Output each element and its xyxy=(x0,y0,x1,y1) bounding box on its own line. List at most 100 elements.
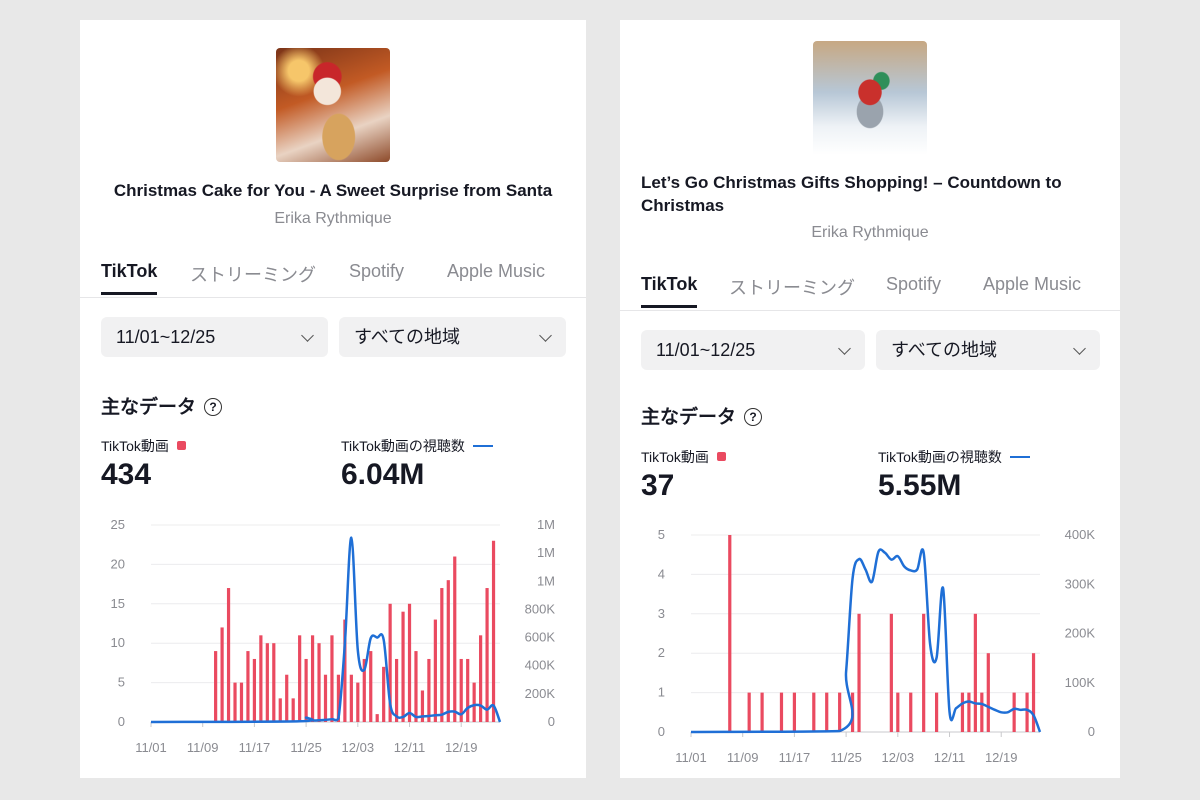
y-right-tick-label: 1M xyxy=(537,545,555,560)
stat-label: TikTok動画 xyxy=(641,449,709,465)
stat-videos: TikTok動画 434 xyxy=(101,436,186,492)
song-title: Let’s Go Christmas Gifts Shopping! – Cou… xyxy=(641,173,1062,215)
x-tick-label: 11/09 xyxy=(727,750,759,765)
bar xyxy=(259,635,263,722)
bar xyxy=(479,635,483,722)
bar xyxy=(934,692,939,732)
date-range-value: 11/01~12/25 xyxy=(116,327,216,347)
bar xyxy=(278,698,282,722)
bar xyxy=(317,643,321,722)
region-dropdown[interactable]: すべての地域 xyxy=(876,330,1100,370)
y-right-tick-label: 300K xyxy=(1065,576,1096,591)
y-right-tick-label: 1M xyxy=(537,517,555,532)
help-icon[interactable]: ? xyxy=(204,398,223,416)
bar xyxy=(896,692,900,732)
x-tick-label: 12/19 xyxy=(985,750,1018,765)
date-range-dropdown[interactable]: 11/01~12/25 xyxy=(101,317,328,357)
bar xyxy=(857,613,861,732)
bar xyxy=(440,588,444,722)
platform-tabs: TikTok ストリーミング Spotify Apple Music xyxy=(80,257,586,298)
stat-value: 6.04M xyxy=(341,458,425,491)
song-title: Christmas Cake for You - A Sweet Surpris… xyxy=(113,181,553,200)
tab-tiktok[interactable]: TikTok xyxy=(101,261,158,295)
stat-value: 434 xyxy=(101,458,152,491)
y-left-tick-label: 25 xyxy=(111,517,125,532)
y-left-tick-label: 3 xyxy=(658,606,665,621)
stat-label: TikTok動画の視聴数 xyxy=(878,449,1002,465)
stat-views: TikTok動画の視聴数 5.55M xyxy=(878,447,1030,503)
tab-tiktok[interactable]: TikTok xyxy=(641,274,698,308)
tab-streaming[interactable]: ストリーミング xyxy=(190,265,316,285)
stat-value: 37 xyxy=(641,469,675,502)
bar xyxy=(310,635,315,722)
bar xyxy=(960,692,965,732)
x-tick-label: 12/03 xyxy=(342,740,375,755)
bar xyxy=(394,658,399,722)
platform-tabs: TikTok ストリーミング Spotify Apple Music xyxy=(620,270,1120,311)
song-card-christmas-cake: Christmas Cake for You - A Sweet Surpris… xyxy=(80,20,586,778)
stat-label: TikTok動画の視聴数 xyxy=(341,438,465,454)
bar xyxy=(973,613,977,732)
bar xyxy=(336,674,341,722)
x-tick-label: 12/11 xyxy=(934,750,966,765)
bar xyxy=(459,658,463,722)
chevron-down-icon xyxy=(539,329,552,342)
region-dropdown[interactable]: すべての地域 xyxy=(339,317,566,357)
bar xyxy=(838,692,842,732)
bar xyxy=(246,651,250,722)
bar xyxy=(214,651,218,722)
tab-apple-music[interactable]: Apple Music xyxy=(447,261,546,281)
date-range-dropdown[interactable]: 11/01~12/25 xyxy=(641,330,865,370)
bar xyxy=(825,692,829,732)
bar xyxy=(466,658,470,722)
bar xyxy=(239,682,244,722)
line-legend-icon xyxy=(472,444,493,447)
section-title: 主なデータ? xyxy=(641,402,763,429)
section-title-text: 主なデータ xyxy=(641,407,737,428)
bar xyxy=(323,674,328,722)
bar xyxy=(356,682,360,722)
chevron-down-icon xyxy=(1073,342,1086,355)
bar xyxy=(401,611,405,722)
bar xyxy=(226,588,231,722)
tab-apple-music[interactable]: Apple Music xyxy=(983,274,1082,294)
x-tick-label: 11/25 xyxy=(290,740,322,755)
bar xyxy=(272,643,276,722)
bar xyxy=(291,698,295,722)
region-value: すべての地域 xyxy=(354,327,461,347)
tiktok-chart: 0 1 2 3 4 5 0 100K 200K 300K 400K 11/01 11/09 11/17 11… xyxy=(658,527,1096,765)
tab-spotify[interactable]: Spotify xyxy=(886,274,942,294)
help-icon[interactable]: ? xyxy=(744,408,763,426)
bar xyxy=(1012,692,1016,732)
bar xyxy=(343,619,347,722)
bar-legend-icon xyxy=(716,452,726,461)
tab-streaming[interactable]: ストリーミング xyxy=(729,278,855,298)
x-tick-label: 11/01 xyxy=(135,740,167,755)
bar xyxy=(433,619,437,722)
y-left-tick-label: 4 xyxy=(658,566,665,581)
line-legend-icon xyxy=(1009,455,1030,458)
bar xyxy=(420,690,425,722)
bar xyxy=(1025,692,1029,732)
artist-name[interactable]: Erika Rythmique xyxy=(811,224,929,241)
bar xyxy=(362,658,366,722)
y-left-tick-label: 5 xyxy=(118,675,125,690)
bar xyxy=(779,692,784,732)
y-right-tick-label: 400K xyxy=(525,658,556,673)
y-right-tick-label: 200K xyxy=(525,686,556,701)
tiktok-chart: 0 5 10 15 20 25 0 200K 400K 600K 800K 1M 1M 1M 11/01 11… xyxy=(111,517,556,755)
bar xyxy=(414,651,418,722)
bar xyxy=(304,658,308,722)
artist-name[interactable]: Erika Rythmique xyxy=(274,210,392,227)
y-right-tick-label: 600K xyxy=(525,630,556,645)
bar xyxy=(330,635,334,722)
santa-cake-artwork xyxy=(276,48,390,162)
bar xyxy=(980,692,984,732)
tab-spotify[interactable]: Spotify xyxy=(349,261,405,281)
bar xyxy=(909,692,913,732)
x-tick-label: 11/17 xyxy=(239,740,271,755)
y-right-tick-label: 400K xyxy=(1065,527,1096,542)
bar xyxy=(453,556,457,722)
x-tick-label: 11/17 xyxy=(779,750,811,765)
bar xyxy=(382,666,386,722)
